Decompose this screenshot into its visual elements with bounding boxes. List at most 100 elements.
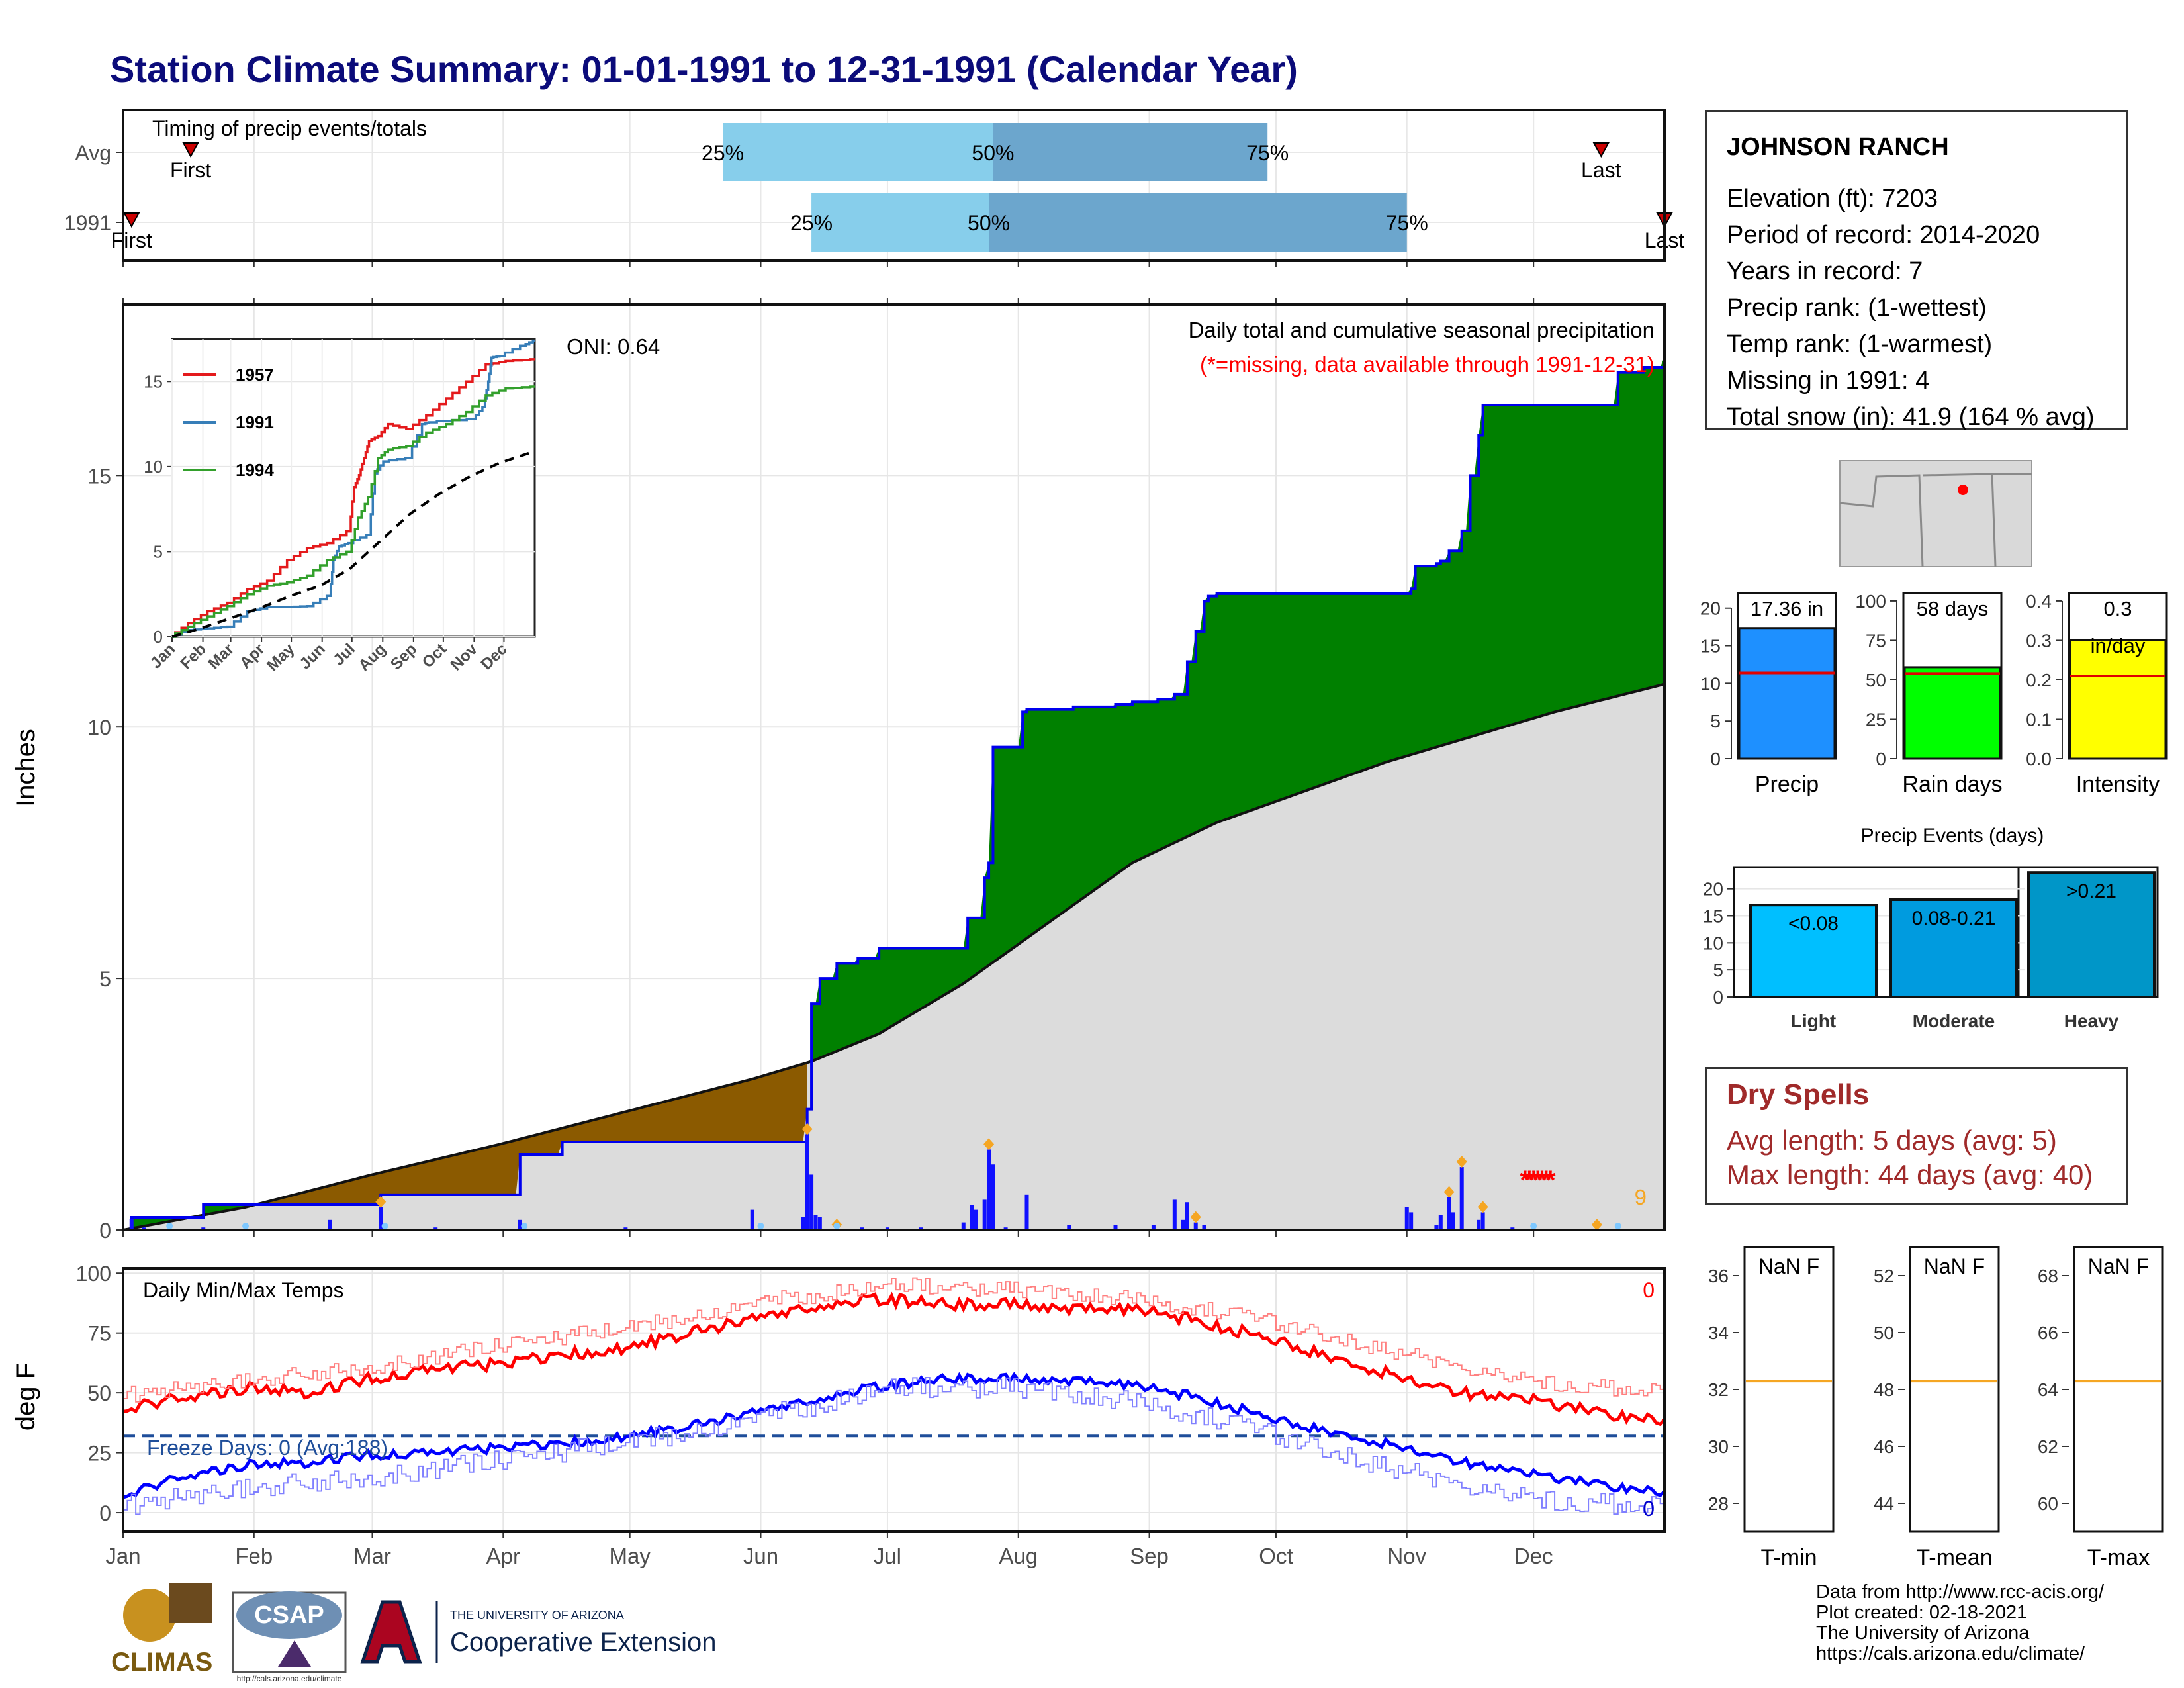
logos: CLIMAS CSAP http://cals.arizona.edu/climat…: [111, 1583, 716, 1683]
events-y-label: 5: [1713, 960, 1723, 980]
gauge-y-label: 5: [1710, 711, 1721, 731]
inset-legend-label: 1994: [236, 460, 274, 480]
missing-star: *: [1533, 1166, 1543, 1195]
csap-cloud-icon: [236, 1591, 342, 1639]
timing-bar-q2: [989, 193, 1407, 252]
station-period: Period of record: 2014-2020: [1727, 221, 2040, 249]
daily-precip-bar: [991, 1164, 995, 1230]
month-label: Apr: [486, 1544, 520, 1568]
events-title: Precip Events (days): [1861, 825, 2044, 847]
daily-precip-bar: [328, 1219, 332, 1230]
timing-bar-q2: [993, 123, 1268, 181]
daily-precip-bar: [1172, 1199, 1177, 1230]
daily-precip-bar: [1113, 1225, 1118, 1230]
inset-legend-label: 1991: [236, 412, 274, 432]
temp-gauge-tick-label: 68: [2038, 1266, 2058, 1286]
events-y-label: 15: [1703, 906, 1723, 927]
precip-annotation-title: Daily total and cumulative seasonal prec…: [1189, 318, 1655, 342]
gauge-y-label: 50: [1866, 670, 1886, 690]
gauge-y-label: 0: [1876, 749, 1886, 769]
gauge-y-label: 0.4: [2026, 591, 2052, 612]
missing-star: *: [1520, 1166, 1531, 1195]
timing-p75: 75%: [1386, 211, 1428, 235]
month-label: Jun: [743, 1544, 778, 1568]
timing-p75: 75%: [1246, 141, 1289, 165]
daily-precip-bar: [1434, 1225, 1439, 1230]
station-years: Years in record: 7: [1727, 258, 1923, 285]
daily-precip-bar: [1181, 1219, 1185, 1230]
temp-gauge-tick-label: 60: [2038, 1493, 2058, 1514]
temp-line: [123, 1376, 1665, 1515]
daily-precip-bar: [801, 1217, 805, 1230]
precip-y-axis-label: Inches: [11, 729, 40, 807]
gauge-y-label: 15: [1700, 636, 1721, 657]
daily-precip-bar: [1438, 1215, 1443, 1230]
temp-panel: Jan Feb Mar Apr May Jun Jul Aug Sep Oct Nov Dec 0 25 5…: [11, 1262, 1666, 1568]
precip-count-label: 9: [1635, 1185, 1647, 1209]
y-tick-label: 5: [99, 967, 111, 991]
timing-bar-q1: [811, 193, 989, 252]
gauge-bar: [2069, 639, 2167, 760]
snow-dot: [757, 1223, 764, 1229]
event-marker: [375, 1196, 387, 1208]
inset-series-line: [172, 385, 535, 638]
month-label: May: [610, 1544, 651, 1568]
temp-gauge-tick-label: 48: [1874, 1380, 1894, 1400]
daily-precip-bar: [1477, 1219, 1481, 1230]
event-marker: [1591, 1219, 1602, 1231]
temp-y-label: 25: [87, 1442, 111, 1466]
daily-precip-bar: [129, 1219, 134, 1230]
temp-y-label: 50: [87, 1382, 111, 1405]
daily-precip-bar: [1480, 1212, 1485, 1230]
month-label: Oct: [1259, 1544, 1293, 1568]
daily-precip-bar: [961, 1222, 966, 1230]
daily-precip-bar: [982, 1199, 987, 1230]
freeze-days-label: Freeze Days: 0 (Avg:188): [147, 1436, 388, 1460]
csap-mountain-icon: [278, 1640, 311, 1667]
daily-precip-bar: [1193, 1222, 1198, 1230]
event-marker: [983, 1138, 995, 1150]
temp-gauge-tick-label: 62: [2038, 1436, 2058, 1457]
month-label: Jan: [105, 1544, 140, 1568]
daily-precip-bar: [805, 1134, 809, 1230]
gauge-y-label: 75: [1866, 630, 1886, 651]
events-bar: [1749, 904, 1878, 998]
events-bar-label: 0.08-0.21: [1912, 908, 1996, 929]
events-category: Heavy: [2064, 1011, 2119, 1031]
events-bar-label: <0.08: [1788, 913, 1839, 935]
month-label: Mar: [353, 1544, 391, 1568]
event-marker: [801, 1123, 813, 1135]
snow-dot: [1530, 1223, 1537, 1229]
daily-precip-bar: [1447, 1197, 1451, 1230]
temp-gauge-tick-label: 44: [1874, 1493, 1894, 1514]
climas-sun-icon: [123, 1589, 176, 1642]
gauge-title: Precip: [1755, 772, 1819, 797]
ua-logo-icon: [360, 1600, 422, 1664]
gauge-y-label: 0.0: [2026, 749, 2052, 769]
credits: Data from http://www.rcc-acis.org/ Plot …: [1816, 1582, 2104, 1664]
gauge-title: Rain days: [1902, 772, 2002, 797]
daily-precip-bar: [518, 1219, 522, 1230]
temp-title: Daily Min/Max Temps: [143, 1278, 343, 1302]
temp-gauge-tick-label: 36: [1708, 1266, 1729, 1286]
timing-title: Timing of precip events/totals: [152, 117, 427, 140]
daily-precip-bar: [809, 1174, 814, 1230]
precip-plot-border: [122, 303, 1666, 1231]
daily-precip-bar: [1067, 1225, 1071, 1230]
gauge-y-label: 0: [1710, 749, 1721, 769]
dry-spells-title: Dry Spells: [1727, 1078, 1870, 1111]
climas-logo-block: [169, 1583, 212, 1623]
temp-y-label: 0: [99, 1501, 111, 1525]
snow-dot: [166, 1223, 173, 1229]
missing-star: *: [1545, 1166, 1556, 1195]
station-precip-rank: Precip rank: (1-wettest): [1727, 294, 1987, 322]
gauge-title: Intensity: [2076, 772, 2160, 797]
temp-gauge-tick-label: 66: [2038, 1323, 2058, 1343]
daily-precip-bar: [1459, 1167, 1464, 1230]
month-label: Nov: [1387, 1544, 1426, 1568]
first-event-marker: [123, 212, 140, 228]
daily-precip-bar: [970, 1205, 974, 1230]
gauge-bar: [1738, 627, 1836, 760]
temp-border: [122, 1267, 1666, 1533]
